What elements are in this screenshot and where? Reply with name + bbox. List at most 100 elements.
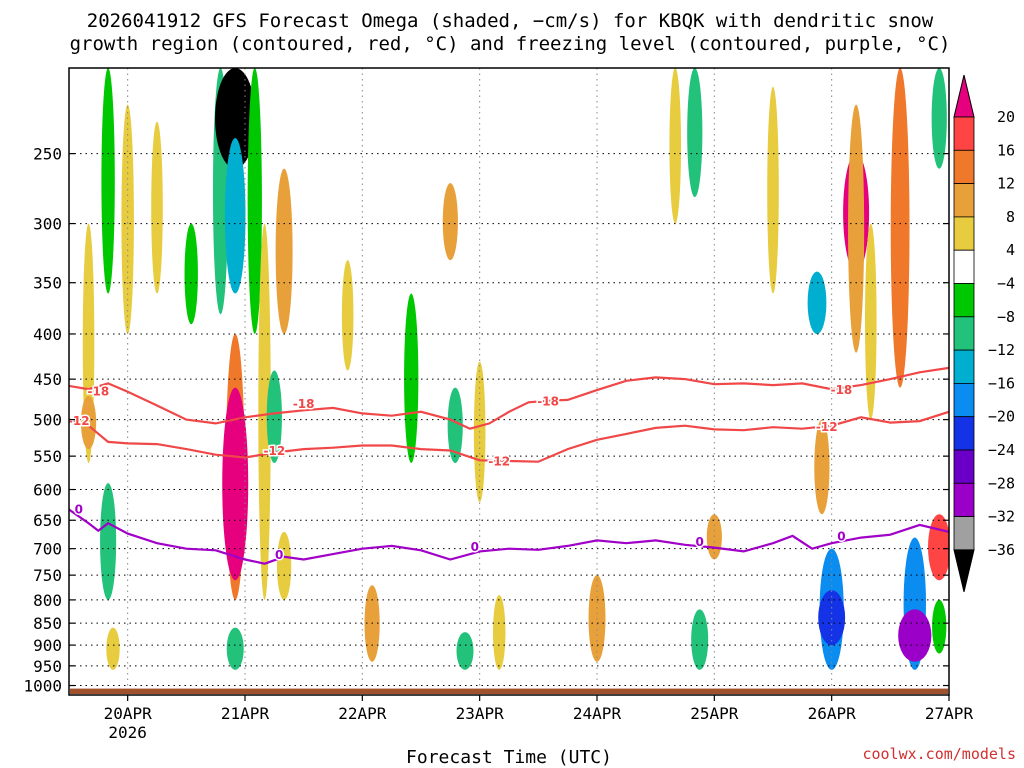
omega-cell-4 (106, 627, 120, 670)
y-tick-700: 700 (33, 540, 62, 559)
colorbar-label-12: −32 (988, 508, 1015, 526)
x-axis-label: Forecast Time (UTC) (406, 747, 612, 768)
colorbar-label-6: −8 (997, 308, 1015, 326)
x-axis: 20APR 21APR 22APR 23APR 24APR 25APR 26APR 27APR… (104, 695, 974, 742)
omega-cell-14 (247, 68, 262, 334)
x-tick-26APR: 26APR (808, 704, 857, 723)
omega-cell-45 (932, 599, 947, 654)
colorbar-swatch-6 (953, 316, 975, 351)
omega-cell-23 (447, 387, 463, 464)
colorbar-swatch-2 (953, 183, 975, 218)
x-tick-23APR: 23APR (456, 704, 505, 723)
colorbar: 20 16 12 8 4 −4 −8 −12 −16 −20 −24 −28 −32 −36 (953, 74, 1015, 593)
colorbar-swatch-10 (953, 449, 975, 484)
colorbar-label-8: −16 (988, 374, 1015, 392)
colorbar-label-2: 12 (997, 175, 1015, 193)
x-tick-20APR: 20APR (104, 704, 153, 723)
contour-label-1-1: -12 (263, 444, 285, 458)
colorbar-label-4: 4 (1006, 241, 1015, 259)
omega-cell-10 (224, 137, 246, 294)
omega-cell-12 (222, 387, 249, 581)
omega-cell-44 (928, 514, 949, 581)
y-tick-400: 400 (33, 325, 62, 344)
omega-cell-17 (275, 168, 293, 334)
omega-cell-29 (687, 68, 703, 198)
contour-label-1-3: -12 (816, 420, 838, 434)
omega-cell-24 (456, 632, 474, 670)
colorbar-swatch-12 (953, 516, 975, 551)
omega-cell-42 (898, 609, 932, 662)
colorbar-label-1: 16 (997, 141, 1015, 159)
grid-lines (69, 68, 950, 695)
y-tick-250: 250 (33, 145, 62, 164)
contour-line-0 (69, 366, 949, 430)
contour-label-2-0: 0 (75, 502, 83, 516)
omega-cell-6 (151, 121, 163, 294)
colorbar-swatch-11 (953, 482, 975, 517)
y-tick-450: 450 (33, 370, 62, 389)
y-tick-900: 900 (33, 636, 62, 655)
x-tick-25APR: 25APR (690, 704, 739, 723)
y-tick-500: 500 (33, 411, 62, 430)
y-tick-950: 950 (33, 657, 62, 676)
contour-layer: -18 -18 -18 -18 -12 -12 -12 -12 0 0 0 0 0 (69, 366, 949, 565)
colorbar-swatch-5 (953, 283, 975, 318)
omega-cell-40 (890, 68, 910, 388)
omega-cell-13 (226, 627, 244, 670)
omega-cell-22 (442, 183, 458, 261)
y-tick-600: 600 (33, 481, 62, 500)
colorbar-label-11: −28 (988, 474, 1015, 492)
colorbar-swatch-3 (953, 216, 975, 251)
y-axis: 250 300 350 400 450 500 550 600 650 700 750 800 850 9… (23, 145, 949, 696)
omega-cell-30 (691, 609, 709, 670)
omega-cell-9 (215, 68, 256, 169)
colorbar-label-10: −24 (988, 441, 1015, 459)
omega-cell-18 (276, 531, 292, 600)
contour-label-0-2: -18 (537, 395, 559, 409)
contour-label-0-0: -18 (87, 385, 109, 399)
colorbar-label-5: −4 (997, 275, 1015, 293)
contour-label-2-2: 0 (471, 540, 479, 554)
omega-cell-28 (669, 68, 682, 224)
colorbar-bottom-arrow (953, 549, 975, 593)
omega-cell-19 (341, 260, 354, 371)
y-tick-650: 650 (33, 511, 62, 530)
colorbar-label-9: −20 (988, 408, 1015, 426)
colorbar-swatch-7 (953, 349, 975, 384)
colorbar-label-0: 20 (997, 108, 1015, 126)
omega-cell-2 (101, 68, 115, 294)
colorbar-label-3: 8 (1006, 208, 1015, 226)
chart-title-line2: growth region (contoured, red, °C) and f… (70, 33, 951, 55)
ground-band (70, 688, 948, 694)
omega-cell-38 (848, 104, 865, 353)
contour-line-2 (69, 508, 949, 565)
omega-cell-21 (404, 293, 419, 464)
plot-background (69, 68, 949, 695)
omega-cell-16 (266, 370, 282, 464)
colorbar-label-7: −12 (988, 341, 1015, 359)
colorbar-swatch-8 (953, 382, 975, 418)
contour-label-0-3: -18 (831, 383, 853, 397)
omega-cell-39 (864, 223, 877, 420)
y-tick-1000: 1000 (23, 677, 62, 696)
omega-cell-33 (807, 271, 827, 334)
contour-label-2-1: 0 (275, 548, 283, 562)
omega-cell-32 (767, 86, 779, 294)
omega-shading (80, 68, 949, 670)
x-tick-27APR: 27APR (925, 704, 974, 723)
omega-cell-15 (258, 223, 271, 600)
credit-text: coolwx.com/models (862, 745, 1016, 763)
contour-label-2-4: 0 (837, 529, 845, 543)
colorbar-top-arrow (953, 74, 975, 118)
x-tick-21APR: 21APR (221, 704, 270, 723)
omega-cell-43 (931, 68, 947, 169)
colorbar-swatch-4 (953, 249, 975, 284)
y-tick-350: 350 (33, 274, 62, 293)
omega-cell-7 (184, 223, 198, 325)
colorbar-swatch-1 (953, 149, 975, 185)
x-tick-22APR: 22APR (338, 704, 387, 723)
chart-title-line1: 2026041912 GFS Forecast Omega (shaded, −… (87, 10, 934, 32)
ground-layer (70, 688, 948, 694)
colorbar-swatch-9 (953, 416, 975, 451)
omega-cell-36 (818, 590, 846, 646)
